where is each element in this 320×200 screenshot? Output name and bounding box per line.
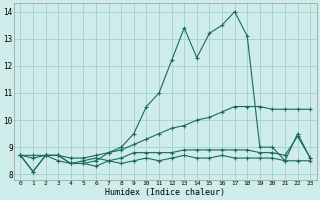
X-axis label: Humidex (Indice chaleur): Humidex (Indice chaleur) (105, 188, 225, 197)
